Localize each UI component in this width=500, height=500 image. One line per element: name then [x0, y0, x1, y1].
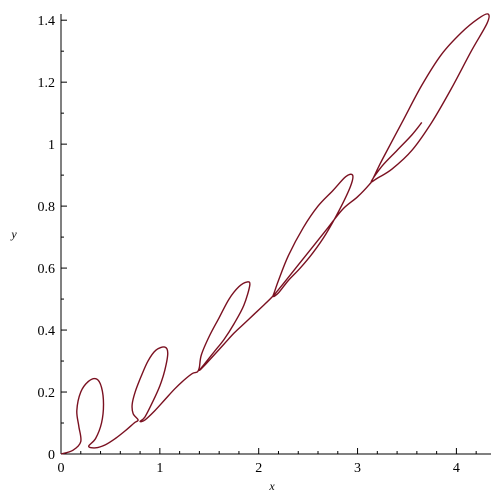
y-tick-label: 0.8	[38, 200, 56, 215]
y-tick-label: 1.2	[38, 76, 56, 91]
x-tick-label: 2	[255, 461, 262, 476]
y-tick-label: 0.6	[38, 262, 56, 277]
y-tick-label: 0.2	[38, 386, 56, 401]
series-layer	[60, 13, 490, 455]
series-line-0	[60, 13, 490, 455]
x-axis-label: x	[268, 479, 275, 493]
x-tick-label: 4	[453, 461, 460, 476]
y-tick-label: 1.4	[38, 14, 56, 29]
y-tick-label: 0	[48, 448, 55, 463]
ticks: 0 1 2 3 4 0 0.2 0.4 0.6 0.8 1 1.2 1.4	[38, 14, 477, 476]
axes	[60, 14, 491, 455]
y-tick-label: 1	[48, 138, 55, 153]
y-axis-label: y	[10, 227, 17, 241]
y-tick-label: 0.4	[38, 324, 56, 339]
x-tick-label: 0	[58, 461, 65, 476]
x-tick-label: 3	[354, 461, 361, 476]
x-tick-label: 1	[156, 461, 163, 476]
